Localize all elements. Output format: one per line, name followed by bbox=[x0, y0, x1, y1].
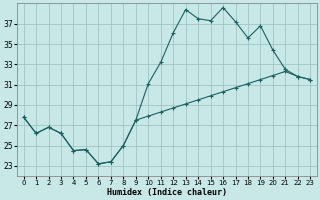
X-axis label: Humidex (Indice chaleur): Humidex (Indice chaleur) bbox=[107, 188, 227, 197]
